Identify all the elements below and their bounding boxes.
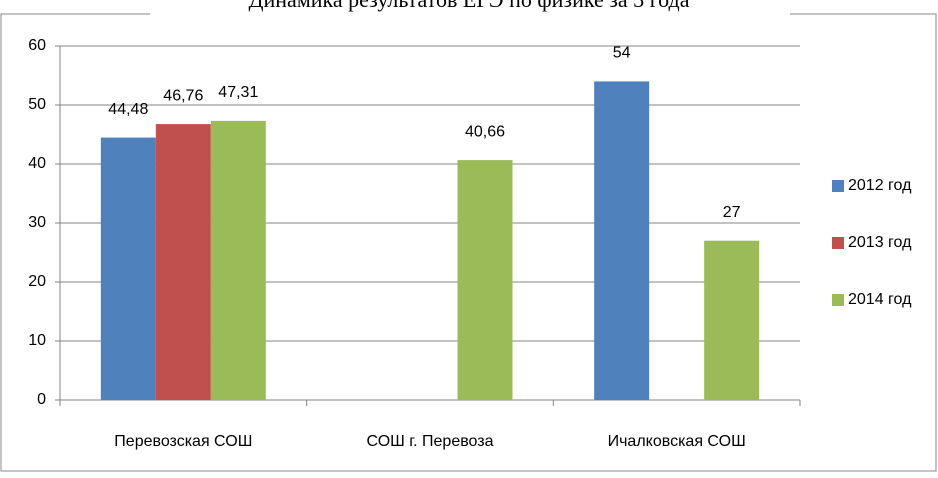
y-tick-label: 50	[28, 96, 46, 113]
title-background	[150, 0, 790, 18]
y-tick-label: 20	[28, 273, 46, 290]
data-label: 54	[613, 45, 631, 62]
data-label: 27	[723, 204, 741, 221]
bar	[210, 120, 266, 400]
bar	[594, 81, 650, 401]
chart-title: Динамика результатов ЕГЭ по физике за 3 …	[249, 0, 690, 12]
legend-label: 2012 год	[848, 177, 912, 194]
y-tick-label: 60	[28, 37, 46, 54]
legend-swatch	[832, 237, 844, 249]
bar	[155, 124, 211, 400]
x-tick-label: СОШ г. Перевоза	[367, 433, 494, 450]
y-tick-label: 30	[28, 214, 46, 231]
x-tick-label: Ичалковская СОШ	[608, 433, 746, 450]
y-tick-label: 0	[37, 391, 46, 408]
legend-swatch	[832, 180, 844, 192]
bar	[457, 160, 513, 400]
data-label: 44,48	[108, 101, 148, 118]
data-label: 47,31	[218, 84, 258, 101]
legend-swatch	[832, 294, 844, 306]
data-label: 46,76	[163, 87, 203, 104]
data-label: 40,66	[465, 123, 505, 140]
y-tick-label: 10	[28, 332, 46, 349]
bar	[704, 240, 760, 400]
bar	[100, 137, 156, 400]
y-tick-label: 40	[28, 155, 46, 172]
legend-label: 2013 год	[848, 234, 912, 251]
legend-label: 2014 год	[848, 291, 912, 308]
x-tick-label: Перевозская СОШ	[114, 433, 252, 450]
